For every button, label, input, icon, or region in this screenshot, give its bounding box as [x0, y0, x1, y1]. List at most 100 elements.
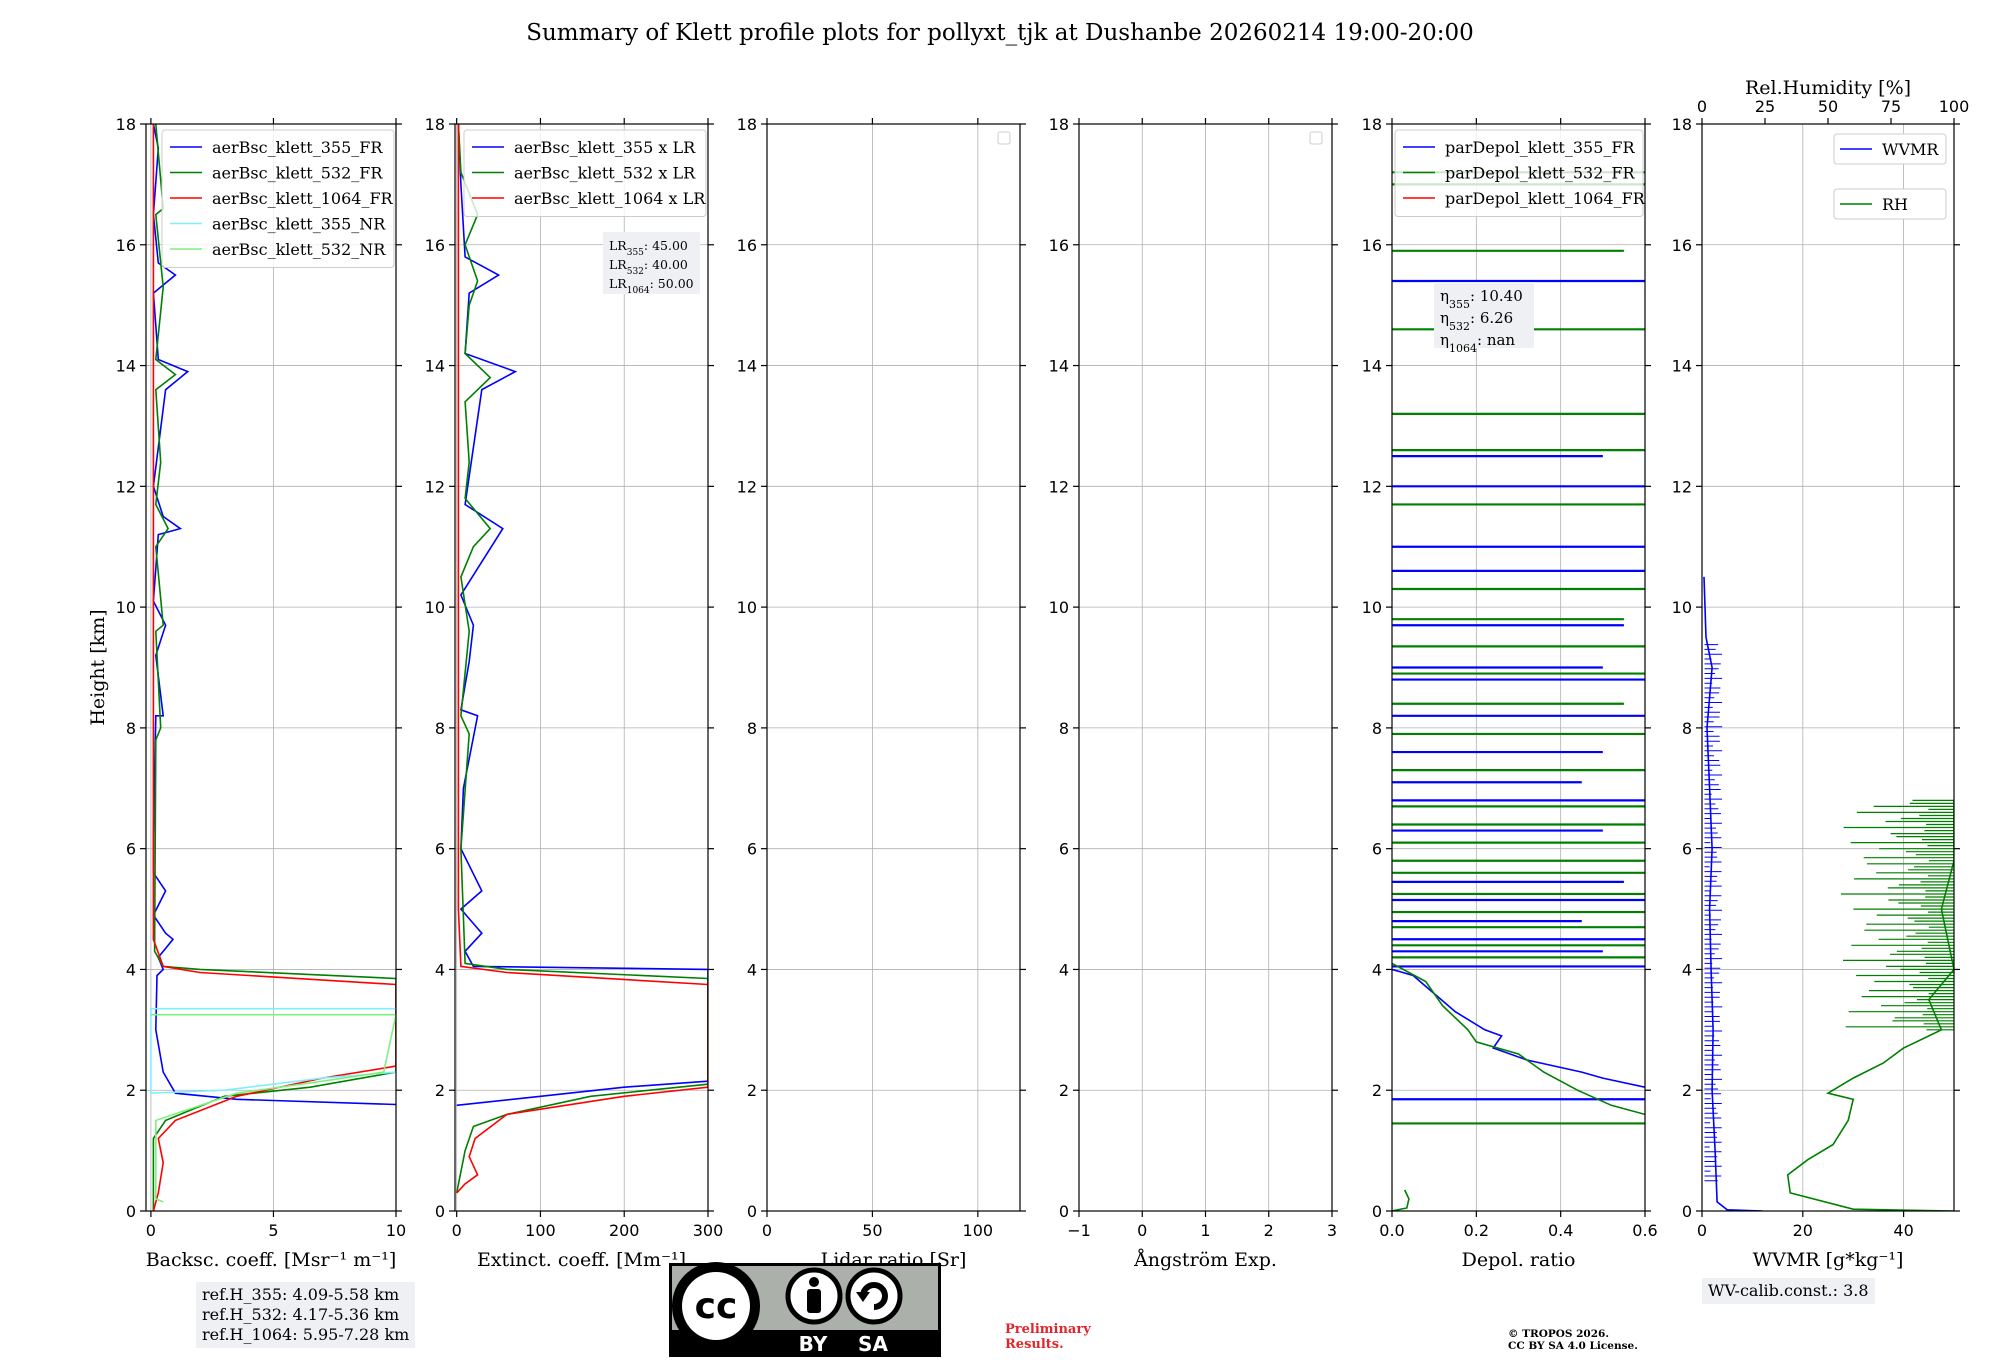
- y-tick-label: 2: [747, 1081, 757, 1100]
- y-tick-label: 14: [425, 357, 445, 376]
- ref-height-355: ref.H_355: 4.09-5.58 km: [202, 1285, 400, 1304]
- y-tick-label: 16: [425, 236, 445, 255]
- y-tick-label: 8: [435, 719, 445, 738]
- series-aerBsc_klett_355_NR: [150, 1007, 396, 1095]
- x-tick-label: 1: [1200, 1221, 1210, 1240]
- y-tick-label: 8: [126, 719, 136, 738]
- y-tick-label: 2: [1682, 1081, 1692, 1100]
- legend-label-aerBsc_klett_532_FR: aerBsc_klett_532_FR: [212, 164, 383, 183]
- x-tick-label: 300: [693, 1221, 724, 1240]
- cc-by-sa-logo: cc BY SA: [669, 1262, 941, 1357]
- legend-box-WVMR: [1833, 133, 1947, 165]
- y-tick-label: 16: [116, 236, 136, 255]
- legend-label-WVMR: WVMR: [1882, 140, 1939, 159]
- y-tick-label: 4: [1059, 960, 1069, 979]
- y-tick-label: 12: [1672, 477, 1692, 496]
- y-tick-label: 14: [737, 357, 757, 376]
- axes-frame: [145, 123, 397, 1212]
- y-tick-label: 14: [1672, 357, 1692, 376]
- plot-area: [150, 124, 396, 1211]
- x-tick-label: 0: [762, 1221, 772, 1240]
- copyright-line-2: CC BY SA 4.0 License.: [1508, 1340, 1638, 1352]
- x-tick-label: 100: [963, 1221, 994, 1240]
- y-tick-label: 0: [1372, 1202, 1382, 1221]
- y-axis-label: Height [km]: [87, 609, 109, 725]
- legend-label-aerBsc_klett_1064_FR: aerBsc_klett_1064_FR: [212, 189, 394, 208]
- legend-label-RH: RH: [1882, 195, 1908, 214]
- x2-tick-label: 100: [1939, 97, 1970, 116]
- preliminary-line-2: Results.: [1005, 1337, 1064, 1352]
- x2-axis-label: Rel.Humidity [%]: [1745, 77, 1911, 99]
- series-aerBsc_klett_1064 x LR: [456, 124, 708, 1194]
- axes-frame: [1391, 123, 1646, 1212]
- x-tick-label: 40: [1893, 1221, 1913, 1240]
- y-tick-label: 12: [737, 477, 757, 496]
- axes-frame: [766, 123, 1021, 1212]
- x-tick-label: 0: [452, 1221, 462, 1240]
- y-tick-label: 6: [747, 840, 757, 859]
- x-tick-label: 0: [146, 1221, 156, 1240]
- y-tick-label: 18: [1672, 115, 1692, 134]
- y-tick-label: 14: [1049, 357, 1069, 376]
- sa-share-alike-icon: [845, 1267, 903, 1325]
- reference-height-box: ref.H_355: 4.09-5.58 km ref.H_532: 4.17-…: [196, 1282, 416, 1348]
- x-tick-label: 0.0: [1379, 1221, 1404, 1240]
- lidar-ratio-text: LR532: 40.00: [609, 257, 688, 277]
- axes-frame: [454, 123, 709, 1212]
- ref-height-1064: ref.H_1064: 5.95-7.28 km: [202, 1325, 410, 1344]
- x-tick-label: 0.6: [1632, 1221, 1657, 1240]
- series-parDepol_klett_532_FR: [1392, 962, 1645, 1116]
- series-aerBsc_klett_532_NR: [150, 1013, 396, 1203]
- wvmr-noise-band: [1704, 644, 1723, 1182]
- legend-box: [463, 129, 707, 217]
- y-tick-label: 18: [737, 115, 757, 134]
- x2-tick-label: 50: [1818, 97, 1838, 116]
- y-tick-label: 4: [747, 960, 757, 979]
- eta-box: [1434, 282, 1534, 348]
- lidar-ratio-box: [603, 232, 700, 294]
- y-tick-label: 4: [126, 960, 136, 979]
- y-tick-label: 12: [1362, 477, 1382, 496]
- series-aerBsc_klett_532 x LR: [455, 124, 708, 1194]
- eta-text: η355: 10.40: [1440, 287, 1523, 311]
- y-tick-label: 14: [1362, 357, 1382, 376]
- legend-label-aerBsc_klett_355_FR: aerBsc_klett_355_FR: [212, 138, 383, 157]
- y-tick-label: 12: [116, 477, 136, 496]
- y-tick-label: 6: [126, 840, 136, 859]
- x-axis-label: Extinct. coeff. [Mm⁻¹]: [477, 1249, 686, 1271]
- y-tick-label: 10: [425, 598, 445, 617]
- x-tick-label: 50: [862, 1221, 882, 1240]
- x-tick-label: 200: [609, 1221, 640, 1240]
- y-tick-label: 8: [1682, 719, 1692, 738]
- x2-tick-label: 75: [1881, 97, 1901, 116]
- y-tick-label: 12: [1049, 477, 1069, 496]
- rh-noise-band: [1840, 799, 1954, 1031]
- y-tick-label: 10: [1672, 598, 1692, 617]
- y-tick-label: 2: [435, 1081, 445, 1100]
- y-tick-label: 8: [1372, 719, 1382, 738]
- y-tick-label: 2: [1059, 1081, 1069, 1100]
- legend-box: [1394, 129, 1644, 217]
- y-tick-label: 6: [1682, 840, 1692, 859]
- x-tick-label: 20: [1793, 1221, 1813, 1240]
- x-tick-label: 3: [1327, 1221, 1337, 1240]
- x2-tick-label: 25: [1755, 97, 1775, 116]
- series-aerBsc_klett_1064_FR: [152, 124, 396, 1211]
- eta-text: η1064: nan: [1440, 331, 1515, 355]
- y-tick-label: 6: [435, 840, 445, 859]
- y-tick-label: 8: [1059, 719, 1069, 738]
- legend-label-aerBsc_klett_355_NR: aerBsc_klett_355_NR: [212, 215, 386, 234]
- y-tick-label: 4: [1372, 960, 1382, 979]
- panel-extinction: 0 2 4 6 8 10 12 14 16 18 0 100 200 300 Extinct. coeff.…: [425, 115, 724, 1271]
- x-tick-label: 0.2: [1464, 1221, 1489, 1240]
- x-axis-label: Depol. ratio: [1462, 1249, 1576, 1271]
- by-label: BY: [799, 1332, 828, 1356]
- x2-tick-label: 0: [1697, 97, 1707, 116]
- lidar-ratio-text: LR1064: 50.00: [609, 276, 694, 296]
- x-axis-label: Ångström Exp.: [1133, 1249, 1277, 1271]
- series-parDepol_klett_532_FR-near-ground: [1392, 1189, 1410, 1211]
- ref-height-532: ref.H_532: 4.17-5.36 km: [202, 1305, 400, 1324]
